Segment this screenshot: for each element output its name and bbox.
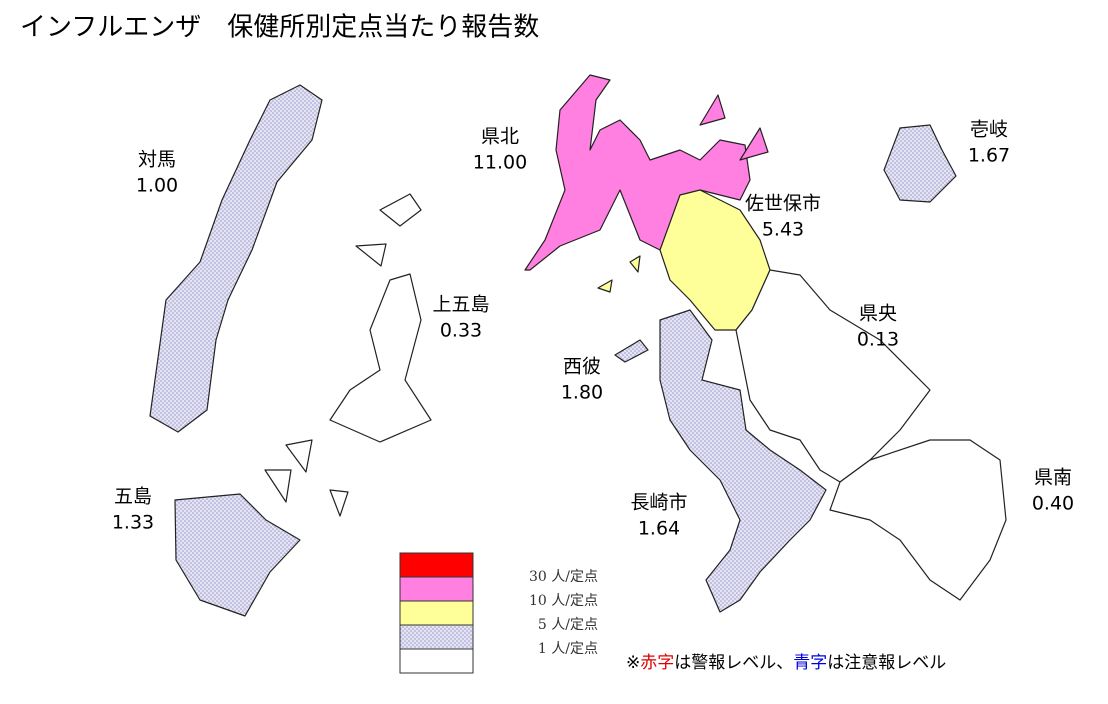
note-mark: ※ — [626, 653, 640, 673]
region-kennan — [829, 439, 1007, 601]
legend-label: 5 人/定点 — [538, 617, 598, 633]
note-red: 赤字 — [640, 653, 674, 673]
region-value: 11.00 — [473, 152, 527, 174]
legend-label: 30 人/定点 — [529, 569, 598, 585]
note-text: は注意報レベル — [827, 653, 946, 673]
region-value: 5.43 — [762, 219, 804, 241]
region-name: 長崎市 — [630, 492, 687, 514]
region-sasebo — [597, 189, 771, 331]
title: インフルエンザ 保健所別定点当たり報告数 — [20, 13, 539, 43]
region-value: 0.40 — [1032, 493, 1074, 515]
region-value: 1.33 — [112, 512, 154, 534]
legend-swatch — [399, 552, 474, 578]
legend-label: 10 人/定点 — [529, 593, 598, 609]
region-name: 佐世保市 — [745, 193, 821, 215]
region-value: 1.80 — [561, 382, 603, 404]
region-name: 県南 — [1034, 467, 1072, 489]
region-nishisonogi — [614, 309, 827, 613]
legend-swatch — [399, 648, 474, 674]
region-tsushima — [149, 84, 323, 433]
region-name: 対馬 — [138, 149, 176, 171]
legend-swatch — [399, 600, 474, 626]
legend-label: 1 人/定点 — [538, 641, 598, 657]
region-name: 五島 — [114, 486, 152, 508]
region-kenhoku — [524, 74, 769, 271]
region-value: 0.13 — [857, 329, 899, 351]
note-blue: 青字 — [793, 653, 827, 673]
region-goto — [174, 493, 301, 617]
region-value: 1.64 — [638, 518, 680, 540]
region-name: 壱岐 — [970, 119, 1008, 141]
legend-swatch — [399, 624, 474, 650]
region-name: 上五島 — [432, 294, 489, 316]
region-name: 西彼 — [563, 356, 601, 378]
region-iki — [883, 124, 957, 203]
note: ※赤字は警報レベル、青字は注意報レベル — [626, 653, 946, 673]
region-value: 1.00 — [136, 175, 178, 197]
region-kamigoto — [264, 193, 432, 517]
legend-swatch — [399, 576, 474, 602]
region-value: 1.67 — [968, 145, 1010, 167]
region-name: 県央 — [859, 303, 897, 325]
region-name: 県北 — [481, 126, 519, 148]
note-text: は警報レベル、 — [674, 653, 793, 673]
region-value: 0.33 — [440, 320, 482, 342]
